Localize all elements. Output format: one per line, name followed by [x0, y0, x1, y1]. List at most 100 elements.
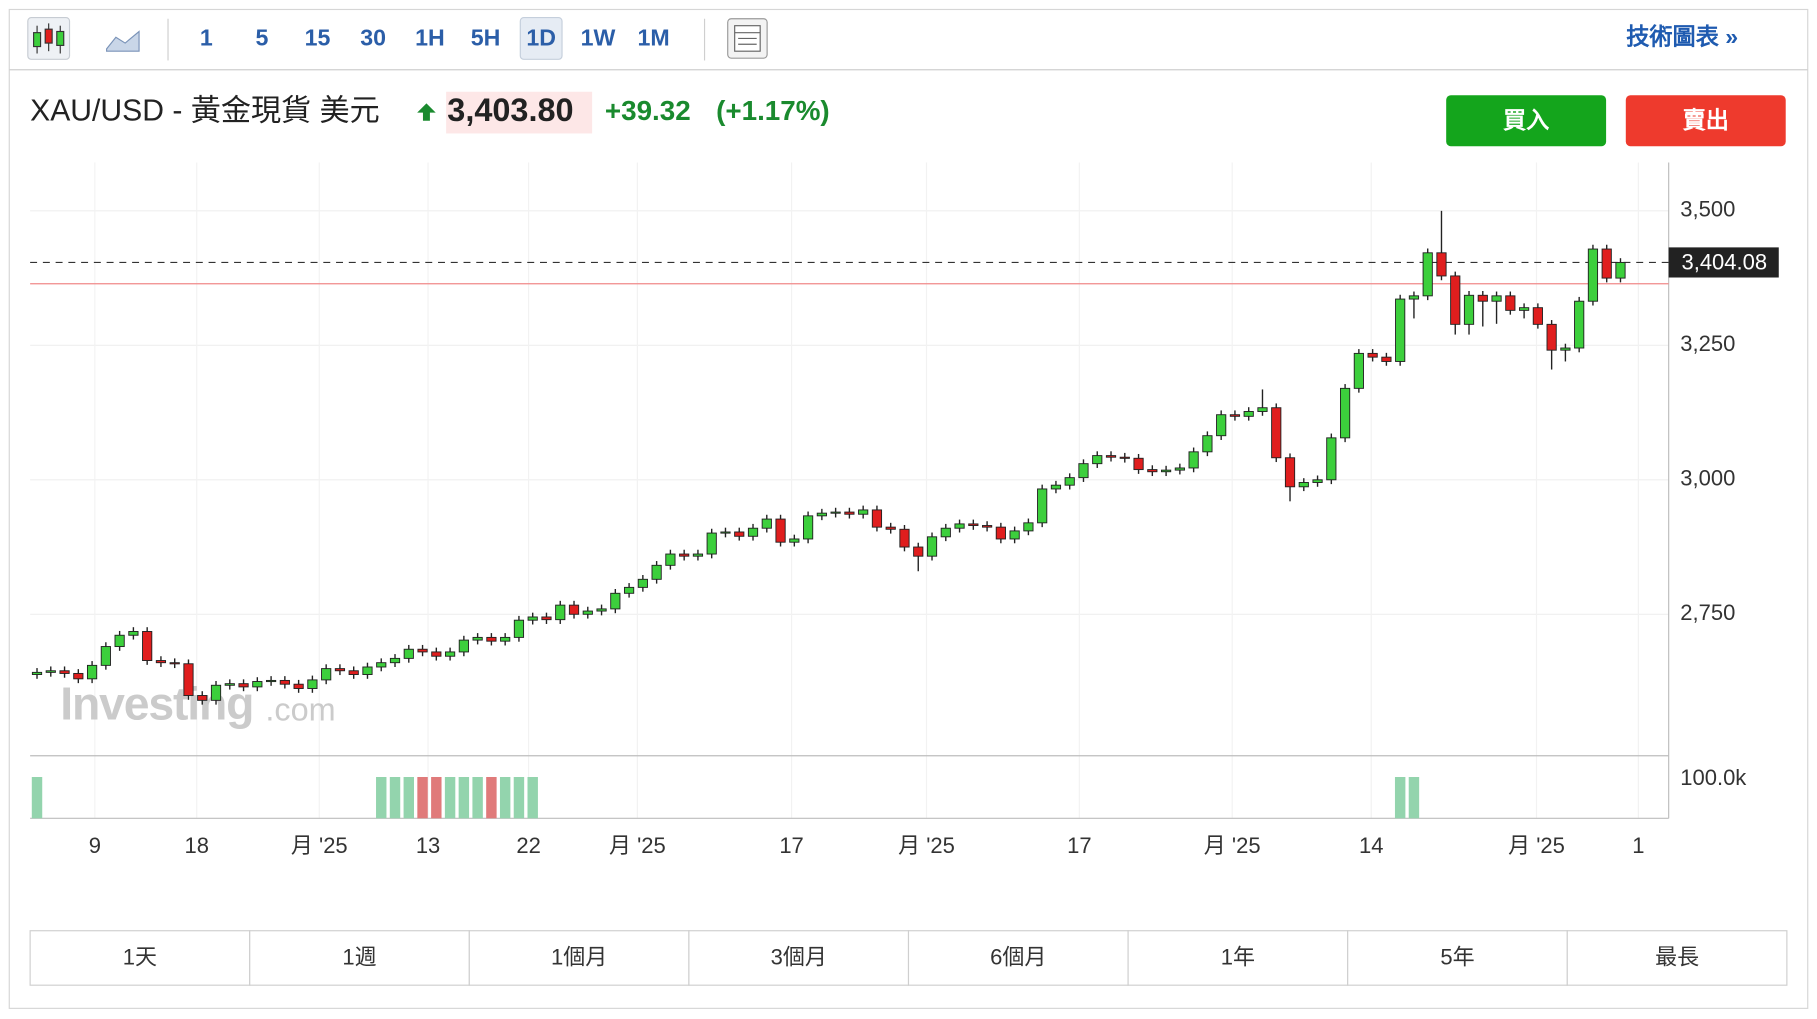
range-label[interactable]: 5年	[1440, 944, 1474, 969]
candle-body	[1009, 530, 1020, 540]
interval-button[interactable]: 5	[255, 25, 268, 51]
candle-body	[885, 526, 896, 530]
candle-body	[610, 592, 621, 610]
candle-body	[527, 616, 538, 621]
candle-body	[816, 512, 827, 517]
range-button[interactable]: 最長	[1566, 930, 1788, 986]
candle-body	[734, 531, 745, 537]
sell-button[interactable]: 賣出	[1625, 95, 1786, 147]
range-cell[interactable]	[1566, 930, 1788, 986]
volume-bar	[1408, 776, 1420, 819]
interval-label[interactable]: 1H	[415, 25, 445, 51]
candle-body	[321, 668, 332, 681]
candle-body	[623, 586, 635, 594]
candle-body	[1560, 347, 1571, 351]
range-button[interactable]: 3個月	[688, 930, 910, 986]
interval-button[interactable]: 1	[200, 25, 213, 51]
range-label[interactable]: 1天	[123, 944, 157, 969]
candle-body	[1023, 522, 1034, 532]
range-label[interactable]: 1週	[342, 944, 376, 969]
volume-bar	[1394, 776, 1406, 819]
candle-body	[1050, 484, 1062, 490]
volume-bar	[389, 776, 401, 819]
candle-body	[500, 636, 511, 642]
range-cell[interactable]	[688, 930, 910, 986]
volume-bar	[31, 776, 43, 819]
candle-body	[596, 608, 607, 612]
x-tick-label: 月 '25	[1508, 833, 1565, 858]
buy-button[interactable]: 買入	[1446, 95, 1607, 147]
range-cell[interactable]	[249, 930, 470, 986]
line-icon[interactable]	[106, 30, 140, 52]
change: +39.32	[605, 95, 691, 126]
range-button[interactable]: 1天	[29, 930, 251, 986]
candle-body	[1257, 407, 1268, 412]
candle-body	[1491, 295, 1502, 302]
interval-label[interactable]: 30	[360, 25, 386, 51]
range-button[interactable]: 1個月	[468, 930, 690, 986]
interval-label[interactable]: 1	[200, 25, 213, 51]
interval-label[interactable]: 1W	[581, 25, 616, 51]
candle-body	[665, 553, 676, 566]
interval-button[interactable]: 1H	[415, 25, 445, 51]
candle-body	[706, 532, 717, 555]
interval-label[interactable]: 1M	[637, 25, 669, 51]
interval-label[interactable]: 1D	[526, 25, 556, 51]
interval-button[interactable]: 15	[305, 25, 331, 51]
candle-body	[1546, 323, 1557, 351]
interval-button[interactable]: 30	[360, 25, 386, 51]
range-button[interactable]: 5年	[1347, 930, 1568, 986]
range-cell[interactable]	[1347, 930, 1568, 986]
candle-body	[637, 578, 648, 588]
price-highlight	[446, 91, 593, 134]
technical-chart-link[interactable]: 技術圖表 »	[1626, 24, 1738, 50]
candle-body	[486, 636, 497, 642]
x-tick-label: 17	[779, 833, 803, 858]
volume-tick-label: 100.0k	[1680, 765, 1747, 790]
range-label[interactable]: 最長	[1655, 944, 1699, 969]
interval-label[interactable]: 5	[255, 25, 268, 51]
candle-body	[802, 515, 814, 540]
candle-body	[389, 657, 401, 664]
candle-icon[interactable]	[27, 17, 71, 60]
candle-body	[197, 695, 208, 701]
candle-body	[913, 546, 924, 557]
candle-body	[830, 511, 841, 514]
candle-body	[114, 634, 125, 648]
x-tick-label: 月 '25	[291, 833, 348, 858]
range-button[interactable]: 6個月	[907, 930, 1129, 986]
interval-label[interactable]: 15	[305, 25, 331, 51]
candle-body	[1615, 261, 1626, 279]
candle-body	[1587, 248, 1599, 302]
interval-button[interactable]: 1M	[637, 25, 669, 51]
range-label[interactable]: 3個月	[771, 944, 827, 969]
candle-body	[775, 518, 786, 543]
range-label[interactable]: 1年	[1221, 944, 1255, 969]
range-label[interactable]: 1個月	[551, 944, 607, 969]
volume-bar	[458, 776, 470, 819]
range-button[interactable]: 1週	[249, 930, 470, 986]
candle-body	[568, 604, 580, 615]
layout-icon[interactable]	[727, 18, 768, 59]
interval-button[interactable]: 1W	[581, 25, 616, 51]
candle-body	[968, 523, 979, 526]
candle-body	[238, 683, 249, 688]
candle-body	[1574, 300, 1585, 349]
buy-label[interactable]: 買入	[1503, 107, 1549, 133]
volume-bar	[499, 776, 511, 819]
x-tick-label: 1	[1632, 833, 1644, 858]
up-arrow	[417, 103, 436, 121]
interval-label[interactable]: 5H	[471, 25, 501, 51]
range-label[interactable]: 6個月	[990, 944, 1046, 969]
sell-label[interactable]: 賣出	[1683, 107, 1729, 133]
candle-body	[293, 683, 304, 689]
range-button[interactable]: 1年	[1127, 930, 1349, 986]
candle-body	[513, 619, 525, 638]
interval-button[interactable]: 1D	[519, 17, 563, 60]
interval-button[interactable]: 5H	[471, 25, 501, 51]
y-tick-label: 3,000	[1680, 466, 1735, 491]
range-cell[interactable]	[907, 930, 1129, 986]
candle-body	[376, 662, 387, 668]
candle-body	[789, 538, 800, 543]
candle-body	[1312, 479, 1323, 483]
